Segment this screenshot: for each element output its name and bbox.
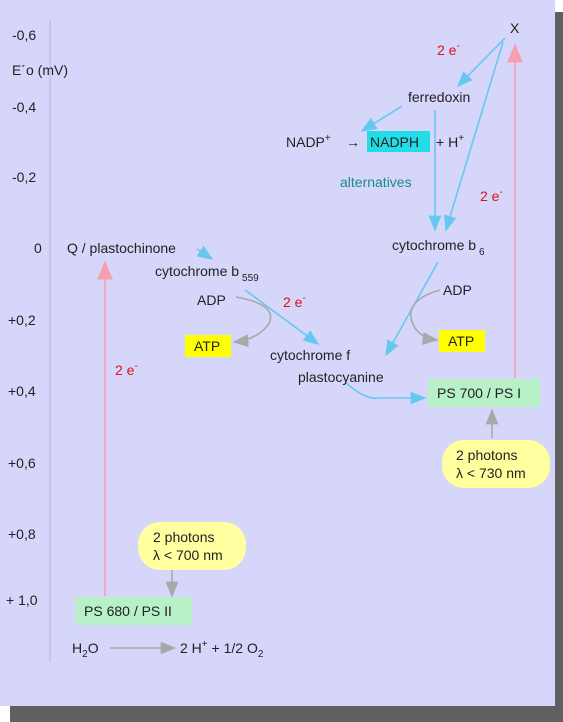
- panel: [0, 0, 555, 706]
- label: alternatives: [340, 174, 412, 190]
- arrow: [244, 289, 320, 345]
- label: ADP: [443, 282, 472, 298]
- label: NADP+: [286, 133, 331, 150]
- tick-label: -0,4: [12, 99, 36, 115]
- label: + H+: [436, 133, 464, 150]
- atp-box: [439, 330, 485, 352]
- arrow: [360, 105, 403, 132]
- label: ferredoxin: [408, 89, 470, 105]
- electron-label: 2 e-: [283, 293, 306, 310]
- label: X: [510, 20, 520, 36]
- photon-box: [138, 522, 246, 570]
- tick-label: + 1,0: [6, 592, 38, 608]
- label: →: [346, 134, 360, 150]
- label: ATP: [448, 333, 474, 349]
- tick-label: +0,6: [8, 455, 36, 471]
- arrow: [410, 289, 441, 345]
- arrow: [456, 37, 506, 88]
- label: PS 700 / PS I: [437, 385, 521, 401]
- arrow: [444, 41, 504, 232]
- label: ATP: [194, 338, 220, 354]
- label: cytochrome b 559: [155, 263, 259, 284]
- label: PS 680 / PS II: [84, 603, 172, 619]
- arrow: [344, 381, 427, 405]
- tick-label: -0,2: [12, 169, 36, 185]
- arrow: [232, 296, 272, 348]
- arrows: [97, 37, 523, 655]
- electron-label: 2 e-: [480, 187, 503, 204]
- electron-label: 2 e-: [437, 41, 460, 58]
- axis: -0,6 E´o (mV) -0,4 -0,2 0 +0,2 +0,4 +0,6…: [6, 27, 68, 608]
- nadph-box: [367, 131, 430, 152]
- tick-label: -0,6: [12, 27, 36, 43]
- ps-box: [428, 379, 540, 407]
- label: cytochrome f: [270, 347, 350, 363]
- label: Q / plastochinone: [67, 240, 176, 256]
- atp-box: [185, 335, 231, 357]
- label: plastocyanine: [298, 369, 384, 385]
- label: λ < 730 nm: [456, 465, 526, 481]
- photon-box: [442, 440, 550, 488]
- tick-label: 0: [34, 240, 42, 256]
- label: H2O: [72, 640, 99, 660]
- label: 2 photons: [456, 447, 518, 463]
- electron-label: 2 e-: [115, 361, 138, 378]
- label: λ < 700 nm: [153, 547, 223, 563]
- tick-label: +0,8: [8, 526, 36, 542]
- arrow: [196, 245, 214, 260]
- label: 2 H+ + 1/2 O2: [180, 639, 264, 660]
- label: ADP: [197, 292, 226, 308]
- label: 2 photons: [153, 529, 215, 545]
- tick-label: +0,2: [8, 312, 36, 328]
- axis-label: E´o (mV): [12, 62, 68, 78]
- ps-box: [75, 597, 192, 625]
- label: NADPH: [370, 134, 419, 150]
- tick-label: +0,4: [8, 383, 36, 399]
